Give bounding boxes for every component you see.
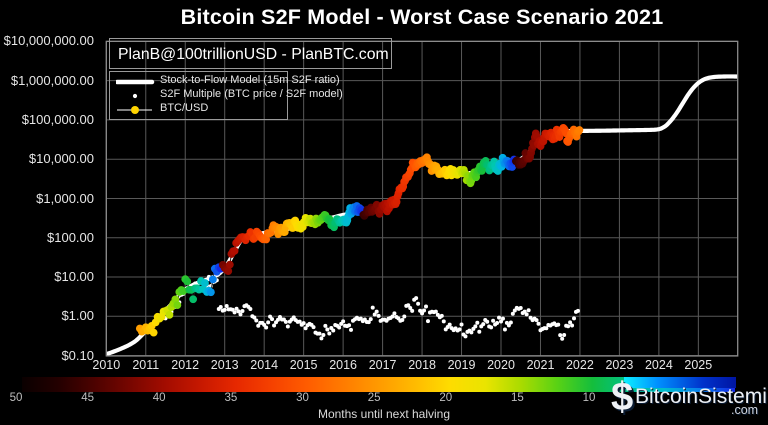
svg-text:$: $ xyxy=(611,379,633,419)
